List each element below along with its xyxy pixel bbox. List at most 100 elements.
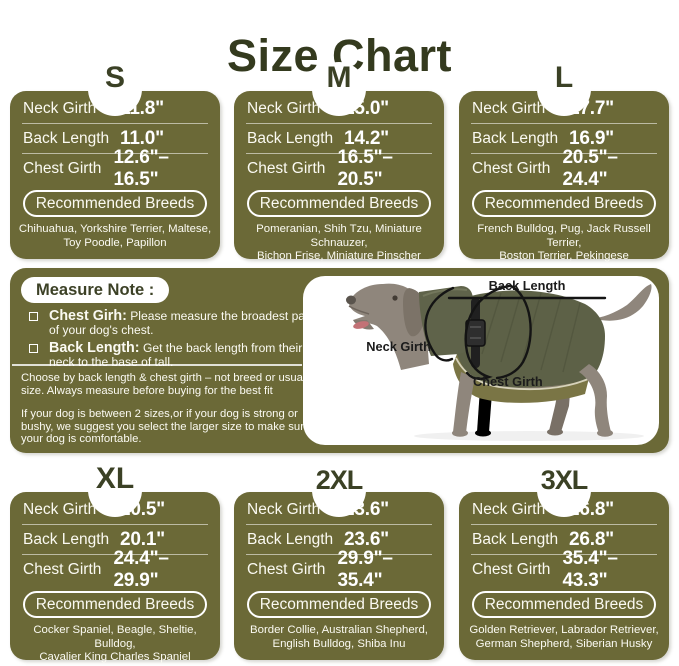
dog-near-legs xyxy=(452,364,613,437)
size-tab: XL xyxy=(88,463,142,517)
note-item-label: Chest Girh: xyxy=(49,308,127,324)
breeds-line: Toy Poodle, Papillon xyxy=(63,236,167,249)
measurement-value: 24.4"–29.9" xyxy=(113,547,169,591)
breeds-list: Golden Retriever, Labrador Retriever, Ge… xyxy=(459,624,669,651)
measurement-label: Chest Girth xyxy=(247,159,326,177)
recommended-breeds-badge: Recommended Breeds xyxy=(472,190,656,217)
recommended-breeds-badge: Recommended Breeds xyxy=(23,591,207,618)
measurement-value: 17.7" xyxy=(569,97,614,119)
note-paragraph: Choose by back length & chest girth – no… xyxy=(21,372,306,397)
size-tab: 3XL xyxy=(537,463,591,517)
note-paragraph: If your dog is between 2 sizes,or if you… xyxy=(21,408,311,446)
measurement-value: 11.8" xyxy=(120,97,164,119)
measurements: Neck Girth 15.0" Back Length 14.2" Chest G… xyxy=(234,91,444,190)
breeds-line: Golden Retriever, Labrador Retriever, xyxy=(469,624,659,636)
size-card-s: S Neck Girth 11.8" Back Length 11.0" Chest… xyxy=(10,62,220,259)
size-card-l: L Neck Girth 17.7" Back Length 16.9" Chest… xyxy=(459,62,669,262)
measurements: Neck Girth 23.6" Back Length 23.6" Chest G… xyxy=(234,492,444,591)
divider xyxy=(246,554,432,555)
measurement-label: Neck Girth xyxy=(23,500,97,518)
measurement-value: 23.6" xyxy=(344,528,389,550)
measurement-value: 20.5"–24.4" xyxy=(562,146,618,190)
divider xyxy=(22,524,208,525)
recommended-breeds-title: Recommended Breeds xyxy=(35,595,195,613)
measurement-label: Back Length xyxy=(247,530,334,548)
measurement-label: Chest Girth xyxy=(247,560,326,578)
size-label: L xyxy=(554,61,574,94)
measurement-value: 15.0" xyxy=(344,97,389,119)
chest-girth-arc-back-icon xyxy=(495,284,532,380)
size-label: 2XL xyxy=(315,465,364,495)
measurement-label: Back Length xyxy=(23,129,110,147)
back-length-label: Back Length xyxy=(489,278,566,293)
breeds-line: Chihuahua, Yorkshire Terrier, Maltese, xyxy=(18,223,212,235)
recommended-breeds-title: Recommended Breeds xyxy=(259,595,419,613)
divider xyxy=(246,524,432,525)
breeds-list: Chihuahua, Yorkshire Terrier, Maltese, T… xyxy=(10,223,220,250)
size-card-xl: XL Neck Girth 20.5" Back Length 20.1" Ches… xyxy=(10,463,220,663)
recommended-breeds-title: Recommended Breeds xyxy=(259,194,419,212)
measurement-row: Neck Girth 26.8" xyxy=(459,495,669,524)
breeds-list: French Bulldog, Pug, Jack Russell Terrie… xyxy=(459,223,669,264)
breeds-line: English Bulldog, Shiba Inu xyxy=(272,637,406,650)
recommended-breeds-title: Recommended Breeds xyxy=(484,194,644,212)
measurement-row: Chest Girth 16.5"–20.5" xyxy=(234,147,444,190)
measurement-label: Back Length xyxy=(472,530,559,548)
size-card-m: M Neck Girth 15.0" Back Length 14.2" Chest… xyxy=(234,62,444,262)
dog-jacket xyxy=(419,286,605,403)
note-item: Back Length: Get the back length from th… xyxy=(21,341,317,369)
measurement-row: Neck Girth 20.5" xyxy=(10,495,220,524)
divider xyxy=(471,554,657,555)
ground-shadow xyxy=(414,431,644,441)
dog-illustration: Back Length Neck Girth Chest Girth xyxy=(346,278,652,441)
measurement-label: Chest Girth xyxy=(472,560,551,578)
measurement-label: Chest Girth xyxy=(472,159,551,177)
note-item: Chest Girh: Please measure the broadest … xyxy=(21,309,317,337)
size-card-3xl: 3XL Neck Girth 26.8" Back Length 26.8" Che… xyxy=(459,463,669,660)
breeds-list: Pomeranian, Shih Tzu, Miniature Schnauze… xyxy=(234,223,444,264)
measurement-label: Chest Girth xyxy=(23,159,102,177)
measurements: Neck Girth 26.8" Back Length 26.8" Chest G… xyxy=(459,492,669,591)
measurement-value: 12.6"–16.5" xyxy=(113,146,169,190)
breeds-line: Pomeranian, Shih Tzu, Miniature Schnauze… xyxy=(256,223,422,249)
note-divider xyxy=(12,364,302,366)
neck-girth-arc-icon xyxy=(424,286,455,362)
divider xyxy=(22,153,208,154)
recommended-breeds-title: Recommended Breeds xyxy=(35,194,195,212)
chest-girth-label: Chest Girth xyxy=(473,374,543,389)
measure-note-items: Chest Girh: Please measure the broadest … xyxy=(21,309,317,373)
breeds-line: Cocker Spaniel, Beagle, Sheltie, Bulldog… xyxy=(33,624,197,650)
divider xyxy=(246,123,432,124)
size-tab: M xyxy=(312,62,366,116)
measurement-label: Back Length xyxy=(23,530,110,548)
breeds-line: French Bulldog, Pug, Jack Russell Terrie… xyxy=(477,223,651,249)
size-label: M xyxy=(326,61,352,94)
measurement-row: Chest Girth 12.6"–16.5" xyxy=(10,147,220,190)
note-item-text: Please measure the broadest part of your… xyxy=(49,309,313,337)
size-tab: L xyxy=(537,62,591,116)
measurement-row: Back Length 14.2" xyxy=(234,124,444,153)
measurement-label: Neck Girth xyxy=(247,99,321,117)
size-tab: S xyxy=(88,62,142,116)
chest-girth-arc-icon xyxy=(464,284,511,381)
divider xyxy=(471,123,657,124)
measurements: Neck Girth 17.7" Back Length 16.9" Chest G… xyxy=(459,91,669,190)
measurement-row: Neck Girth 15.0" xyxy=(234,94,444,123)
note-item-label: Back Length: xyxy=(49,340,140,356)
divider xyxy=(471,524,657,525)
measurement-label: Neck Girth xyxy=(23,99,97,117)
measurement-label: Neck Girth xyxy=(472,500,546,518)
measure-note-panel: Measure Note : Chest Girh: Please measur… xyxy=(10,268,669,453)
measurement-label: Back Length xyxy=(472,129,559,147)
measurement-row: Back Length 16.9" xyxy=(459,124,669,153)
recommended-breeds-title: Recommended Breeds xyxy=(484,595,644,613)
square-bullet-icon xyxy=(29,344,38,353)
breeds-line: Border Collie, Australian Shepherd, xyxy=(250,624,428,636)
recommended-breeds-badge: Recommended Breeds xyxy=(472,591,656,618)
square-bullet-icon xyxy=(29,312,38,321)
size-card-2xl: 2XL Neck Girth 23.6" Back Length 23.6" Che… xyxy=(234,463,444,660)
measurement-row: Chest Girth 24.4"–29.9" xyxy=(10,548,220,591)
size-label: XL xyxy=(95,462,135,495)
measurement-row: Neck Girth 17.7" xyxy=(459,94,669,123)
